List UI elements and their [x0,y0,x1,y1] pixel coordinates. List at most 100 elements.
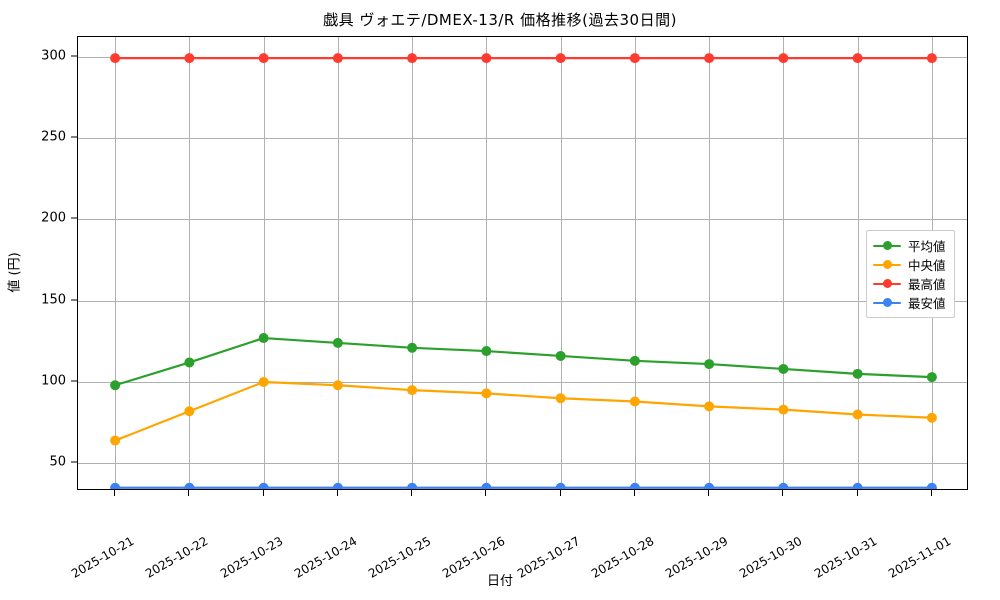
legend-swatch-icon [873,258,901,272]
data-point-marker [629,396,640,407]
gridline-horizontal [78,56,967,58]
data-point-marker [407,482,418,489]
data-point-marker [481,346,492,357]
gridline-horizontal [78,300,967,302]
legend-label: 最高値 [908,277,946,292]
y-tick-mark [71,461,77,463]
data-point-marker [332,380,343,391]
data-point-marker [852,368,863,379]
gridline-vertical [709,37,711,489]
gridline-vertical [857,37,859,489]
y-tick-label: 250 [41,129,66,145]
x-tick-label: 2025-10-30 [737,499,865,581]
y-tick-label: 50 [49,454,66,470]
data-point-marker [407,385,418,396]
x-tick-mark [856,490,858,496]
data-point-marker [778,482,789,489]
data-point-marker [184,357,195,368]
series-最高値 [110,53,937,64]
data-point-marker [110,380,121,391]
gridline-vertical [560,37,562,489]
y-tick-label: 100 [41,373,66,389]
data-point-marker [555,393,566,404]
data-point-marker [332,482,343,489]
data-point-marker [926,412,937,423]
gridline-vertical [337,37,339,489]
x-tick-mark [782,490,784,496]
x-tick-mark [262,490,264,496]
series-line [114,380,933,442]
x-tick-label: 2025-11-01 [886,499,1000,581]
data-point-marker [184,53,195,64]
y-tick-label: 150 [41,292,66,308]
gridline-vertical [486,37,488,489]
x-tick-label: 2025-10-21 [69,499,196,581]
data-point-marker [110,435,121,446]
x-axis-label: 日付 [486,574,513,589]
gridline-horizontal [78,382,967,383]
x-tick-label: 2025-10-22 [143,499,271,581]
plot-area [77,36,968,490]
x-tick-label: 2025-10-27 [515,499,642,581]
x-tick-mark [485,490,487,496]
series-最安値 [110,482,937,489]
x-tick-mark [411,490,413,496]
data-point-marker [332,53,343,64]
data-point-marker [926,372,937,383]
y-tick-mark [71,217,77,219]
y-tick-mark [71,136,77,138]
x-tick-mark [114,490,116,496]
y-axis-label: 値 (円) [7,252,23,293]
data-point-marker [332,337,343,348]
x-tick-mark [336,490,338,496]
data-point-marker [629,482,640,489]
x-tick-label: 2025-10-23 [218,499,345,581]
gridline-vertical [634,37,636,489]
legend-item-最高値[interactable]: 最高値 [873,274,946,293]
gridline-vertical [783,37,785,489]
gridline-vertical [412,37,414,489]
legend-item-中央値[interactable]: 中央値 [873,255,946,274]
legend-label: 最安値 [908,296,946,311]
data-point-marker [258,482,269,489]
x-tick-label: 2025-10-29 [663,499,790,581]
data-point-marker [629,53,640,64]
y-tick-mark [71,55,77,56]
y-tick-mark [71,299,77,301]
data-point-marker [852,409,863,420]
series-line [114,336,933,387]
y-tick-label: 300 [41,48,66,63]
data-point-marker [926,53,937,64]
data-point-marker [555,53,566,64]
legend-item-平均値[interactable]: 平均値 [873,236,946,255]
gridline-vertical [189,37,191,489]
x-tick-mark [633,490,635,496]
series-中央値 [110,376,937,446]
legend-item-最安値[interactable]: 最安値 [873,293,946,312]
data-point-marker [258,333,269,344]
data-point-marker [704,401,715,412]
x-tick-label: 2025-10-24 [292,499,419,581]
data-point-marker [184,482,195,489]
data-point-marker [407,342,418,353]
x-tick-mark [188,490,190,496]
data-point-marker [184,406,195,417]
x-tick-label: 2025-10-28 [589,499,716,581]
data-point-marker [778,404,789,415]
data-point-marker [704,482,715,489]
data-point-marker [110,53,121,64]
y-tick-mark [71,380,77,382]
x-tick-label: 2025-10-25 [366,499,493,581]
x-tick-mark [708,490,710,496]
x-tick-mark [559,490,561,496]
data-point-marker [704,53,715,64]
data-point-marker [926,482,937,489]
legend-label: 中央値 [908,258,946,273]
x-tick-mark [930,490,932,496]
data-point-marker [555,482,566,489]
data-point-marker [481,53,492,64]
legend-swatch-icon [873,239,901,253]
legend-swatch-icon [873,296,901,310]
data-point-marker [555,350,566,361]
